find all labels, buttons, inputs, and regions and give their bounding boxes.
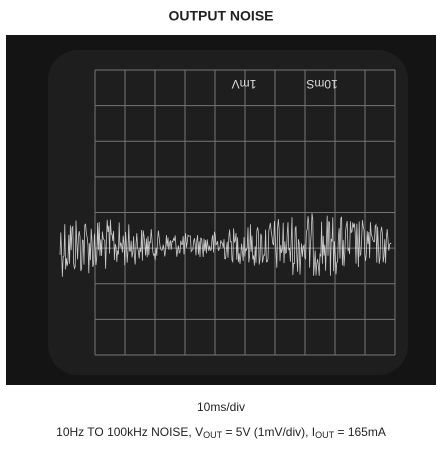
timebase-caption: 10ms/div [197, 400, 245, 414]
caption-part: 10Hz TO 100kHz NOISE, V [56, 425, 203, 439]
noise-trace [59, 213, 392, 277]
noise-line [59, 213, 392, 277]
caption-part: = 5V (1mV/div), I [222, 425, 315, 439]
time-per-div-label: 10mS [306, 77, 337, 91]
title: OUTPUT NOISE [168, 8, 273, 24]
subscript: OUT [203, 430, 223, 440]
subscript: OUT [315, 430, 335, 440]
volts-per-div-label: 1mV [232, 77, 257, 91]
graticule [94, 69, 396, 356]
conditions-caption: 10Hz TO 100kHz NOISE, VOUT = 5V (1mV/div… [56, 425, 386, 440]
caption-part: = 165mA [334, 425, 386, 439]
